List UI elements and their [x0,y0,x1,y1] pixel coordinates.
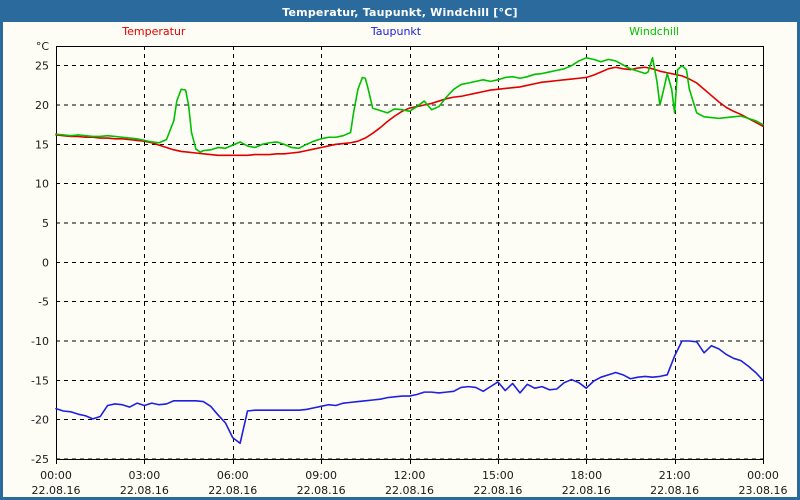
y-tick-label: 0 [42,256,49,269]
legend-item-taupunkt: Taupunkt [370,25,422,38]
x-tick-time: 03:00 [129,469,161,482]
legend-item-temperatur: Temperatur [122,25,186,38]
x-tick-date: 22.08.16 [32,484,81,497]
plot-area: 25 20 15 10 5 0 -5 -10 -15 -20 -25 °C 00:00 22.08.16 0… [3,3,797,497]
data-series [55,56,764,445]
x-tick-date: 23.08.16 [739,484,788,497]
y-tick-label: -5 [38,296,49,309]
grid-lines [56,46,763,460]
x-tick-date: 22.08.16 [562,484,611,497]
page-title: Temperatur, Taupunkt, Windchill [°C] [282,6,518,19]
series-line-windchill [55,56,764,153]
y-tick-label: 5 [42,217,49,230]
x-tick-time: 12:00 [394,469,426,482]
x-tick-time: 00:00 [40,469,72,482]
x-tick-time: 00:00 [747,469,779,482]
x-tick-time: 06:00 [217,469,249,482]
x-tick-time: 09:00 [305,469,337,482]
x-tick-date: 22.08.16 [650,484,699,497]
y-tick-label: 25 [35,60,49,73]
axis-labels: 25 20 15 10 5 0 -5 -10 -15 -20 -25 °C 00:00 22.08.16 0… [31,40,787,497]
x-tick-time: 18:00 [570,469,602,482]
y-tick-label: -20 [31,414,49,427]
y-tick-label: 20 [35,99,49,112]
series-line-taupunkt [55,340,764,445]
x-tick-date: 22.08.16 [473,484,522,497]
chart-canvas: 25 20 15 10 5 0 -5 -10 -15 -20 -25 °C 00:00 22.08.16 0… [31,40,787,497]
x-tick-time: 21:00 [659,469,691,482]
y-tick-label: 15 [35,138,49,151]
x-tick-date: 22.08.16 [208,484,257,497]
y-axis-unit-label: °C [36,40,50,53]
x-tick-date: 22.08.16 [297,484,346,497]
series-line-temperatur [55,66,764,157]
window-title-bar: Temperatur, Taupunkt, Windchill [°C] [3,3,797,22]
y-tick-label: 10 [35,178,49,191]
x-tick-date: 22.08.16 [385,484,434,497]
legend-item-windchill: Windchill [629,25,679,38]
y-tick-label: -25 [31,453,49,466]
x-tick-time: 15:00 [482,469,514,482]
x-tick-date: 22.08.16 [120,484,169,497]
y-tick-label: -15 [31,374,49,387]
y-tick-label: -10 [31,335,49,348]
chart-legend: Temperatur Taupunkt Windchill [3,25,797,41]
axis-ticks [56,459,764,464]
